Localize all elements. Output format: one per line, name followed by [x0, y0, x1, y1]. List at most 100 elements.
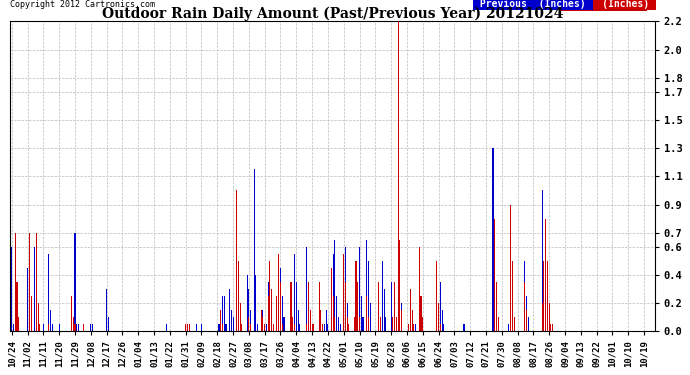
Bar [331, 324, 332, 332]
Bar [271, 289, 273, 332]
Bar [269, 261, 270, 332]
Bar [201, 324, 202, 332]
Bar [512, 261, 513, 332]
Bar [357, 282, 358, 332]
Bar [220, 310, 221, 332]
Bar [230, 310, 232, 332]
Bar [512, 289, 513, 332]
Bar [359, 317, 360, 332]
Bar [250, 324, 251, 332]
Bar [224, 296, 225, 332]
Text: Copyright 2012 Cartronics.com: Copyright 2012 Cartronics.com [10, 0, 155, 9]
Bar [241, 324, 242, 332]
Bar [294, 324, 295, 332]
Bar [306, 247, 307, 332]
Bar [30, 317, 32, 332]
Bar [354, 324, 355, 332]
Bar [271, 289, 273, 332]
Bar [545, 310, 546, 332]
Bar [59, 324, 60, 332]
Bar [366, 296, 367, 332]
Bar [354, 317, 355, 332]
Bar [526, 296, 527, 332]
Bar [510, 205, 511, 332]
Bar [343, 261, 344, 332]
Bar [222, 324, 223, 332]
Bar [185, 324, 186, 332]
Bar [552, 324, 553, 332]
Bar [397, 99, 399, 332]
Bar [396, 317, 397, 332]
Bar [296, 282, 297, 332]
Bar [43, 324, 44, 332]
Bar [333, 296, 334, 332]
Bar [188, 324, 190, 332]
Bar [378, 282, 380, 332]
Bar [443, 324, 444, 332]
Bar [343, 254, 344, 332]
Bar [412, 310, 413, 332]
Bar [308, 289, 309, 332]
Bar [513, 324, 515, 332]
Bar [542, 303, 543, 332]
Bar [27, 268, 28, 332]
Bar [542, 190, 543, 332]
Bar [48, 324, 49, 332]
Bar [18, 317, 19, 332]
Bar [290, 282, 292, 332]
Bar [394, 324, 395, 332]
Bar [239, 303, 241, 332]
Bar [306, 324, 307, 332]
Bar [394, 282, 395, 332]
Bar [282, 296, 283, 332]
Bar [420, 296, 422, 332]
Bar [436, 261, 437, 332]
Bar [236, 190, 237, 332]
Bar [254, 170, 255, 332]
Bar [187, 324, 188, 332]
Bar [248, 289, 249, 332]
Text: Past  (Inches): Past (Inches) [560, 0, 655, 9]
Bar [269, 261, 270, 332]
Bar [547, 261, 548, 332]
Bar [526, 310, 527, 332]
Bar [273, 324, 274, 332]
Bar [83, 324, 84, 332]
Bar [361, 296, 362, 332]
Bar [385, 317, 386, 332]
Bar [72, 317, 74, 332]
Bar [380, 317, 381, 332]
Bar [324, 324, 325, 332]
Bar [549, 303, 550, 332]
Bar [273, 324, 274, 332]
Bar [397, 21, 399, 332]
Bar [36, 233, 37, 332]
Bar [436, 324, 437, 332]
Bar [357, 282, 358, 332]
Bar [280, 282, 281, 332]
Bar [368, 317, 369, 332]
Bar [248, 317, 249, 332]
Bar [30, 296, 32, 332]
Bar [50, 310, 51, 332]
Bar [278, 254, 279, 332]
Bar [297, 310, 299, 332]
Bar [262, 317, 264, 332]
Bar [355, 317, 357, 332]
Bar [355, 261, 357, 332]
Bar [282, 324, 283, 332]
Bar [497, 317, 499, 332]
Bar [547, 324, 548, 332]
Text: Previous  (Inches): Previous (Inches) [474, 0, 591, 9]
Bar [187, 324, 188, 332]
Bar [294, 254, 295, 332]
Bar [462, 324, 464, 332]
Bar [320, 310, 322, 332]
Bar [322, 324, 323, 332]
Bar [246, 275, 248, 332]
Bar [310, 310, 311, 332]
Bar [345, 282, 346, 332]
Bar [78, 324, 79, 332]
Bar [362, 317, 364, 332]
Bar [312, 324, 313, 332]
